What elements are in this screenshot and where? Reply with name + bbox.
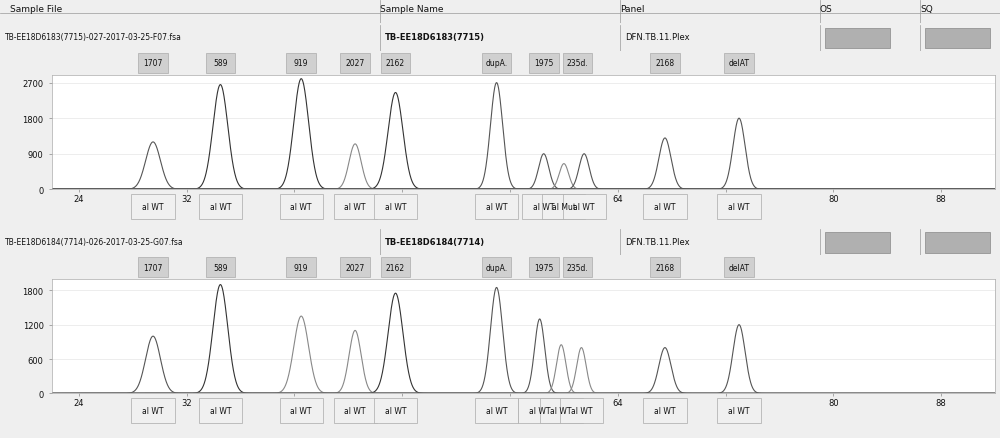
- Text: al WT: al WT: [571, 406, 592, 415]
- Text: al Mut: al Mut: [552, 202, 576, 211]
- Text: DFN.TB.11.Plex: DFN.TB.11.Plex: [625, 33, 690, 42]
- Text: 235d.: 235d.: [567, 59, 588, 68]
- FancyBboxPatch shape: [286, 54, 316, 74]
- FancyBboxPatch shape: [717, 398, 761, 423]
- Text: al WT: al WT: [654, 406, 676, 415]
- FancyBboxPatch shape: [475, 194, 518, 219]
- Text: al WT: al WT: [654, 202, 676, 211]
- FancyBboxPatch shape: [482, 54, 511, 74]
- Text: al WT: al WT: [142, 406, 164, 415]
- FancyBboxPatch shape: [340, 54, 370, 74]
- Text: delAT: delAT: [729, 263, 750, 272]
- FancyBboxPatch shape: [475, 398, 518, 423]
- Text: al WT: al WT: [290, 406, 312, 415]
- FancyBboxPatch shape: [334, 398, 377, 423]
- Text: Panel: Panel: [620, 5, 644, 14]
- FancyBboxPatch shape: [131, 194, 175, 219]
- FancyBboxPatch shape: [563, 258, 592, 277]
- FancyBboxPatch shape: [381, 54, 410, 74]
- FancyBboxPatch shape: [334, 194, 377, 219]
- FancyBboxPatch shape: [199, 398, 242, 423]
- Text: 1975: 1975: [534, 59, 553, 68]
- FancyBboxPatch shape: [563, 54, 592, 74]
- Text: OS: OS: [820, 5, 833, 14]
- FancyBboxPatch shape: [650, 258, 680, 277]
- FancyBboxPatch shape: [138, 258, 168, 277]
- Text: Sample Name: Sample Name: [380, 5, 444, 14]
- FancyBboxPatch shape: [340, 258, 370, 277]
- Text: al WT: al WT: [573, 202, 595, 211]
- Text: 1707: 1707: [143, 59, 163, 68]
- Text: 235d.: 235d.: [567, 263, 588, 272]
- Text: delAT: delAT: [729, 59, 750, 68]
- FancyBboxPatch shape: [482, 258, 511, 277]
- FancyBboxPatch shape: [280, 398, 323, 423]
- FancyBboxPatch shape: [560, 398, 603, 423]
- Text: dupA.: dupA.: [485, 263, 508, 272]
- FancyBboxPatch shape: [374, 194, 417, 219]
- Text: 919: 919: [294, 59, 308, 68]
- FancyBboxPatch shape: [724, 258, 754, 277]
- FancyBboxPatch shape: [825, 29, 890, 49]
- FancyBboxPatch shape: [206, 258, 235, 277]
- Text: 1975: 1975: [534, 263, 553, 272]
- Text: al WT: al WT: [728, 202, 750, 211]
- Text: SQ: SQ: [920, 5, 933, 14]
- Text: TB-EE18D6183(7715)-027-2017-03-25-F07.fsa: TB-EE18D6183(7715)-027-2017-03-25-F07.fs…: [5, 33, 182, 42]
- Text: al WT: al WT: [210, 406, 231, 415]
- FancyBboxPatch shape: [529, 258, 559, 277]
- Text: al WT: al WT: [344, 406, 366, 415]
- FancyBboxPatch shape: [131, 398, 175, 423]
- FancyBboxPatch shape: [280, 194, 323, 219]
- FancyBboxPatch shape: [518, 398, 561, 423]
- Text: dupA.: dupA.: [485, 59, 508, 68]
- FancyBboxPatch shape: [206, 54, 235, 74]
- FancyBboxPatch shape: [374, 398, 417, 423]
- Text: al WT: al WT: [533, 202, 554, 211]
- Text: 2168: 2168: [655, 59, 675, 68]
- Text: al WT: al WT: [486, 202, 507, 211]
- FancyBboxPatch shape: [825, 233, 890, 253]
- Text: TB-EE18D6184(7714)-026-2017-03-25-G07.fsa: TB-EE18D6184(7714)-026-2017-03-25-G07.fs…: [5, 237, 184, 246]
- Text: TB-EE18D6183(7715): TB-EE18D6183(7715): [385, 33, 485, 42]
- FancyBboxPatch shape: [542, 194, 585, 219]
- Text: al WT: al WT: [385, 406, 406, 415]
- Text: 919: 919: [294, 263, 308, 272]
- FancyBboxPatch shape: [724, 54, 754, 74]
- Text: 589: 589: [213, 263, 228, 272]
- FancyBboxPatch shape: [199, 194, 242, 219]
- FancyBboxPatch shape: [717, 194, 761, 219]
- FancyBboxPatch shape: [650, 54, 680, 74]
- Text: 2162: 2162: [386, 59, 405, 68]
- FancyBboxPatch shape: [563, 194, 606, 219]
- Text: 2162: 2162: [386, 263, 405, 272]
- FancyBboxPatch shape: [925, 233, 990, 253]
- Text: Sample File: Sample File: [10, 5, 62, 14]
- Text: 2027: 2027: [345, 263, 365, 272]
- FancyBboxPatch shape: [643, 398, 687, 423]
- Text: al WT: al WT: [210, 202, 231, 211]
- Text: al WT: al WT: [142, 202, 164, 211]
- Text: al WT: al WT: [344, 202, 366, 211]
- FancyBboxPatch shape: [925, 29, 990, 49]
- Text: 2168: 2168: [655, 263, 675, 272]
- Text: al WT: al WT: [385, 202, 406, 211]
- Text: 2027: 2027: [345, 59, 365, 68]
- Text: 1707: 1707: [143, 263, 163, 272]
- Text: al WT: al WT: [486, 406, 507, 415]
- FancyBboxPatch shape: [138, 54, 168, 74]
- Text: al WT: al WT: [550, 406, 572, 415]
- Text: al WT: al WT: [290, 202, 312, 211]
- FancyBboxPatch shape: [381, 258, 410, 277]
- FancyBboxPatch shape: [522, 194, 565, 219]
- Text: al WT: al WT: [728, 406, 750, 415]
- Text: TB-EE18D6184(7714): TB-EE18D6184(7714): [385, 237, 485, 246]
- FancyBboxPatch shape: [286, 258, 316, 277]
- FancyBboxPatch shape: [540, 398, 583, 423]
- FancyBboxPatch shape: [529, 54, 559, 74]
- Text: 589: 589: [213, 59, 228, 68]
- FancyBboxPatch shape: [643, 194, 687, 219]
- Text: al WT: al WT: [529, 406, 550, 415]
- Text: DFN.TB.11.Plex: DFN.TB.11.Plex: [625, 237, 690, 246]
